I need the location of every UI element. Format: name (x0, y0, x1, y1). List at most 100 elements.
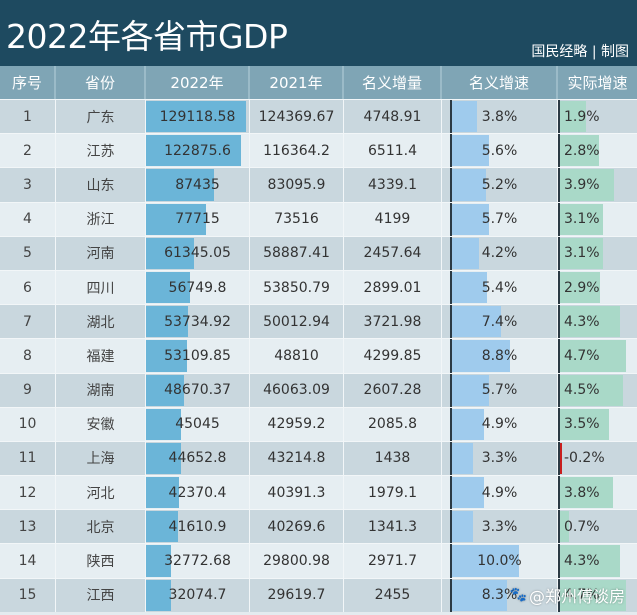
weibo-icon: 🐾 (509, 587, 527, 603)
rank-cell-value: 4 (23, 211, 32, 228)
nominal-growth-cell: 4.9% (442, 476, 558, 510)
real-growth-axis (558, 373, 560, 407)
nominal-growth-bar (451, 169, 487, 201)
nominal-increase-cell-value: 1438 (374, 450, 411, 467)
province-cell: 江西 (56, 578, 146, 612)
nominal-increase-cell-value: 1979.1 (368, 484, 417, 501)
rank-cell: 11 (0, 441, 56, 476)
gdp2022-cell-value: 32074.7 (168, 587, 227, 604)
province-cell: 四川 (56, 270, 146, 305)
real-growth-bar (559, 101, 586, 133)
gdp2022-bar (146, 579, 171, 611)
real-growth-cell-value: 3.1% (564, 245, 600, 262)
rank-cell-value: 8 (23, 347, 32, 364)
nominal-growth-bar (451, 237, 480, 269)
real-growth-bar (559, 135, 599, 167)
province-cell-value: 江西 (86, 588, 115, 605)
real-growth-bar (559, 545, 621, 577)
table-row: 8 福建 53109.85 48810 4299.85 8.8% 4.7% (0, 338, 637, 373)
nominal-growth-cell-value: 10.0% (477, 553, 522, 570)
nominal-growth-axis (450, 510, 452, 544)
real-growth-cell: 1.9% (558, 100, 637, 134)
gdp2022-cell-value: 129118.58 (159, 108, 236, 125)
real-growth-cell: 3.5% (558, 407, 637, 441)
gdp2022-cell: 32074.7 (146, 578, 250, 612)
nominal-growth-cell: 7.4% (442, 305, 558, 339)
nominal-growth-axis (450, 441, 452, 476)
gdp2021-cell-value: 29619.7 (267, 587, 326, 604)
gdp2022-cell-value: 32772.68 (164, 553, 231, 570)
nominal-increase-cell-value: 2971.7 (368, 553, 417, 570)
col-header-nominal-increase: 名义增量 (344, 66, 442, 99)
col-header-real-growth: 实际增速 (567, 74, 628, 92)
gdp2021-cell-value: 40269.6 (267, 518, 326, 535)
col-header-nominal-growth: 名义增速 (442, 66, 558, 99)
gdp2022-cell-value: 41610.9 (168, 518, 227, 535)
table-body: 1 广东 129118.58 124369.67 4748.91 3.8% 1.9% 2 江苏 1… (0, 99, 637, 612)
gdp2022-bar (146, 271, 190, 304)
nominal-growth-cell: 3.8% (442, 100, 558, 134)
gdp2022-cell: 44652.8 (146, 441, 250, 476)
gdp2021-cell: 50012.94 (250, 305, 344, 339)
province-cell-value: 山东 (86, 177, 115, 194)
province-cell-value: 陕西 (86, 554, 115, 571)
nominal-growth-bar (451, 203, 490, 235)
nominal-increase-cell: 2971.7 (344, 544, 442, 578)
rank-cell: 8 (0, 339, 56, 373)
province-cell: 湖南 (56, 373, 146, 407)
gdp2021-cell-value: 73516 (274, 211, 319, 228)
real-growth-axis (558, 407, 560, 441)
nominal-growth-cell: 8.8% (442, 339, 558, 373)
real-growth-axis (558, 578, 560, 612)
nominal-growth-axis (450, 134, 452, 168)
credit-label: 国民经略 | 制图 (531, 44, 629, 60)
table-row: 3 山东 87435 83095.9 4339.1 5.2% 3.9% (0, 167, 637, 202)
province-cell: 山东 (56, 168, 146, 202)
real-growth-axis (558, 134, 560, 168)
nominal-increase-cell-value: 2899.01 (363, 279, 422, 296)
gdp2022-cell: 129118.58 (146, 100, 250, 134)
nominal-increase-cell-value: 2085.8 (368, 416, 417, 433)
nominal-increase-cell-value: 4339.1 (368, 176, 417, 193)
rank-cell-value: 2 (23, 142, 32, 159)
province-cell-value: 北京 (86, 519, 115, 536)
gdp2022-bar (146, 135, 242, 167)
province-cell-value: 河南 (86, 246, 115, 263)
gdp2022-cell: 87435 (146, 168, 250, 202)
gdp2022-bar (146, 169, 214, 201)
nominal-growth-bar (451, 271, 488, 304)
province-cell-value: 河北 (86, 485, 115, 502)
nominal-growth-cell: 4.9% (442, 407, 558, 441)
nominal-growth-cell-value: 5.7% (481, 211, 518, 228)
table-row: 11 上海 44652.8 43214.8 1438 3.3% -0.2% (0, 440, 637, 476)
nominal-growth-bar (451, 101, 477, 133)
rank-cell-value: 5 (23, 245, 32, 262)
real-growth-bar (558, 442, 562, 475)
real-growth-cell-value: -0.2% (564, 450, 605, 467)
gdp2022-cell-value: 87435 (175, 176, 220, 193)
nominal-increase-cell-value: 4748.91 (363, 108, 422, 125)
nominal-growth-bar (451, 511, 474, 543)
real-growth-cell-value: 0.7% (564, 518, 600, 535)
real-growth-bar (559, 169, 615, 201)
nominal-growth-cell-value: 4.9% (481, 416, 518, 433)
gdp2021-cell-value: 46063.09 (263, 382, 330, 399)
province-cell-value: 湖北 (86, 314, 115, 331)
real-growth-bar (559, 306, 621, 338)
gdp2021-cell-value: 40391.3 (267, 484, 326, 501)
gdp2021-cell: 46063.09 (250, 373, 344, 407)
nominal-growth-bar (451, 545, 519, 577)
col-header-gdp2022: 2022年 (146, 66, 250, 99)
province-cell: 安徽 (56, 407, 146, 441)
table-header-row: 序号 省份 2022年 2021年 名义增量 名义增速 实际增速 (0, 66, 637, 99)
real-growth-cell: 2.9% (558, 270, 637, 305)
gdp2022-cell: 45045 (146, 407, 250, 441)
nominal-growth-cell-value: 5.4% (481, 279, 518, 296)
gdp2022-bar (146, 101, 246, 133)
gdp2022-cell-value: 122875.6 (164, 142, 231, 159)
nominal-growth-cell: 5.4% (442, 270, 558, 305)
gdp2021-cell-value: 53850.79 (263, 279, 330, 296)
rank-cell: 10 (0, 407, 56, 441)
real-growth-cell: 3.1% (558, 236, 637, 270)
nominal-growth-axis (450, 544, 452, 578)
